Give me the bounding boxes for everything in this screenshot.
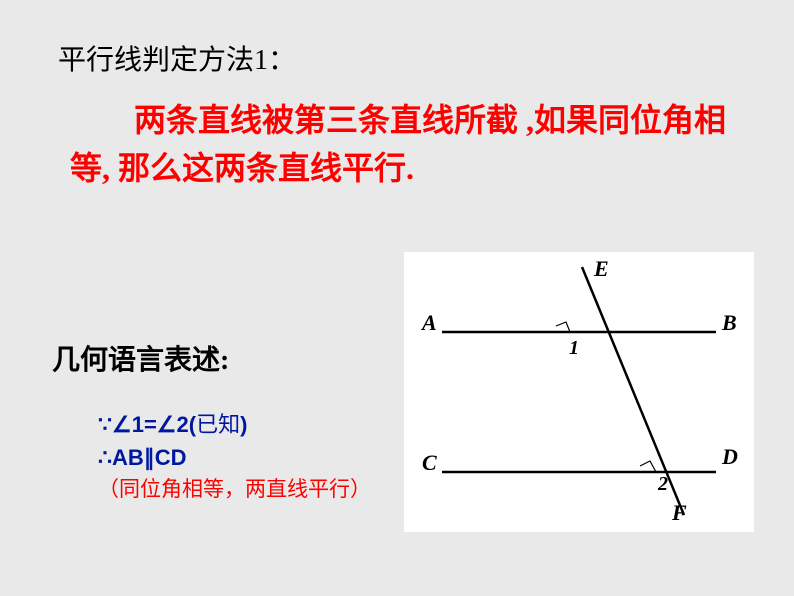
label-angle1: 1 — [569, 337, 579, 359]
theorem-text: 两条直线被第三条直线所截 ,如果同位角相等, 那么这两条直线平行. — [70, 96, 730, 192]
proof-line2: ∴AB∥CD — [98, 441, 371, 474]
label-C: C — [422, 450, 437, 475]
method-title: 平行线判定方法1： — [58, 38, 296, 78]
proof-line1-because: ∵∠1=∠2( — [98, 412, 196, 437]
diagram-svg: A B C D E F 1 2 — [404, 252, 754, 532]
proof-line3: （同位角相等，两直线平行） — [98, 474, 371, 506]
angle-mark-1 — [556, 322, 570, 332]
label-E: E — [593, 256, 609, 281]
angle-mark-2 — [640, 461, 656, 472]
line-EF — [582, 267, 684, 515]
label-A: A — [420, 310, 437, 335]
proof-line1-close: ) — [240, 412, 247, 437]
proof-block: ∵∠1=∠2(已知) ∴AB∥CD （同位角相等，两直线平行） — [98, 408, 371, 506]
label-F: F — [671, 500, 687, 525]
geometry-language-title: 几何语言表述: — [52, 338, 229, 378]
proof-line1-known: 已知 — [196, 412, 240, 437]
label-D: D — [721, 444, 738, 469]
geometry-diagram: A B C D E F 1 2 — [404, 252, 754, 532]
label-B: B — [721, 310, 737, 335]
label-angle2: 2 — [657, 473, 668, 495]
